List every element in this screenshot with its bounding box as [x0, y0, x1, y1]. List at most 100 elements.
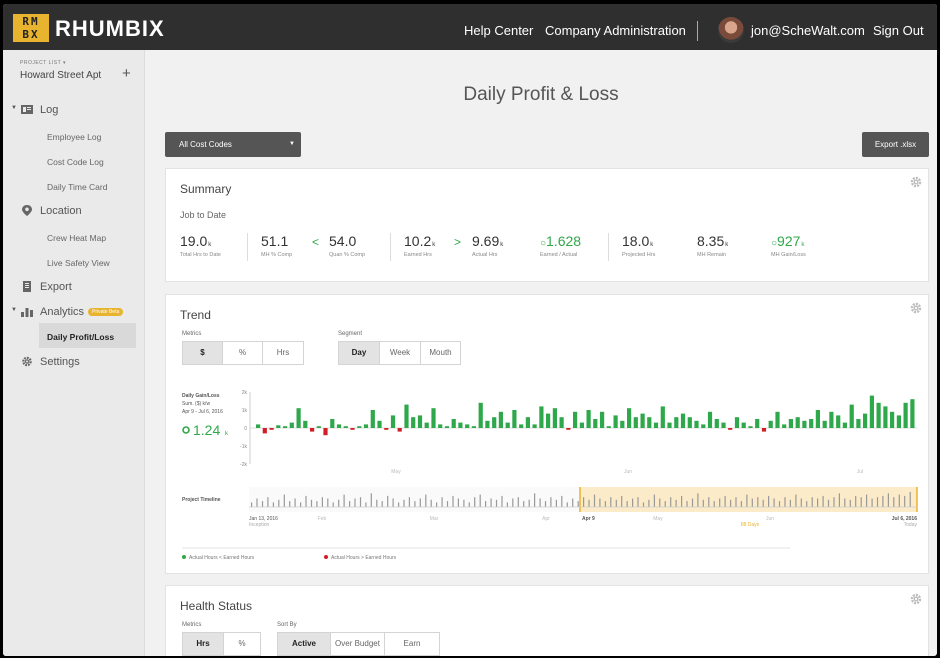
- sidebar-item-daily-profit-loss[interactable]: Daily Profit/Loss: [47, 332, 115, 342]
- gear-icon[interactable]: [910, 302, 922, 314]
- bar: [761, 428, 767, 432]
- timeline-bar: [615, 499, 617, 507]
- sidebar-item-cost-code-log[interactable]: Cost Code Log: [47, 157, 104, 167]
- timeline-bar: [626, 501, 628, 507]
- bar: [519, 424, 524, 428]
- bar: [748, 426, 753, 428]
- health-hrs-toggle[interactable]: Hrs: [182, 632, 224, 656]
- bar: [323, 428, 328, 436]
- segment-mouth-toggle[interactable]: Mouth: [420, 341, 461, 365]
- x-axis-months: May Jun Jul: [391, 469, 863, 475]
- timeline-bar: [648, 499, 650, 507]
- bar: [390, 415, 396, 428]
- metric-dollar-toggle[interactable]: $: [182, 341, 223, 365]
- chart-heading-line: Apr 9 - Jul 6, 2016: [182, 409, 223, 415]
- chart-heading-line: Sum. ($) k/w: [182, 401, 210, 407]
- bar: [262, 428, 267, 434]
- timeline-month-label: Apr: [542, 516, 550, 522]
- timeline-bar: [697, 493, 699, 507]
- bar: [370, 410, 375, 428]
- bar: [863, 413, 868, 428]
- bar: [815, 410, 820, 428]
- nav-divider: [697, 21, 698, 41]
- export-xlsx-button[interactable]: Export .xlsx: [862, 132, 929, 157]
- bar: [788, 419, 793, 428]
- health-percent-toggle[interactable]: %: [223, 632, 261, 656]
- timeline-bar: [610, 497, 612, 507]
- compare-greater-than: >: [454, 235, 462, 249]
- sort-earn-toggle[interactable]: Earn: [384, 632, 440, 656]
- sort-over-budget-toggle[interactable]: Over Budget: [330, 632, 385, 656]
- bar: [613, 415, 618, 428]
- sidebar-item-location[interactable]: Location: [3, 201, 145, 223]
- company-admin-link[interactable]: Company Administration: [545, 23, 686, 38]
- timeline-bar: [659, 498, 661, 507]
- bar: [674, 417, 679, 428]
- sidebar-item-export[interactable]: Export: [3, 277, 145, 299]
- add-project-button[interactable]: +: [122, 65, 131, 82]
- bar: [411, 417, 416, 428]
- legend-gain-label: Actual Hours < Earned Hours: [189, 555, 255, 561]
- timeline-month-label: May: [653, 516, 663, 522]
- segment-week-toggle[interactable]: Week: [379, 341, 421, 365]
- bar: [438, 424, 443, 428]
- timeline-start-date: Jan 13, 2016: [249, 516, 278, 522]
- sidebar-item-daily-time-card[interactable]: Daily Time Card: [47, 182, 108, 192]
- avatar[interactable]: [718, 17, 744, 43]
- timeline-bar: [653, 494, 655, 507]
- legend-loss-label: Actual Hours > Earned Hours: [331, 555, 397, 561]
- sidebar-item-employee-log[interactable]: Employee Log: [47, 132, 102, 142]
- timeline-bar: [343, 494, 345, 507]
- bar: [465, 424, 470, 428]
- timeline-bar: [495, 499, 498, 507]
- range-days-label: 88 Days: [741, 522, 760, 528]
- sort-active-toggle[interactable]: Active: [277, 632, 331, 656]
- sidebar-item-label: Log: [40, 104, 59, 116]
- timeline-bar: [485, 501, 487, 507]
- gear-icon[interactable]: [910, 593, 922, 605]
- bar: [532, 424, 537, 428]
- bar: [802, 420, 807, 428]
- metric-hrs-toggle[interactable]: Hrs: [262, 341, 304, 365]
- sidebar-item-log[interactable]: ▼ Log: [3, 100, 145, 122]
- bar: [343, 426, 348, 428]
- bar: [579, 422, 584, 428]
- timeline-bar: [811, 497, 813, 507]
- timeline-bar: [833, 497, 835, 507]
- bar: [890, 411, 895, 428]
- sidebar-item-crew-heat-map[interactable]: Crew Heat Map: [47, 233, 107, 243]
- bar: [667, 422, 672, 428]
- timeline-bar: [708, 497, 710, 507]
- metric-mh-gain-loss: ○927k MH Gain/Loss: [771, 233, 806, 258]
- timeline-bar: [359, 497, 362, 507]
- sidebar-item-settings[interactable]: Settings: [3, 352, 145, 374]
- bar: [728, 428, 733, 430]
- bar: [593, 419, 598, 428]
- ratio-circle-icon: ○: [540, 238, 547, 249]
- gear-icon[interactable]: [910, 176, 922, 188]
- segment-day-toggle[interactable]: Day: [338, 341, 380, 365]
- bar: [431, 408, 436, 428]
- timeline-bar: [387, 495, 389, 507]
- bar: [256, 424, 261, 428]
- sidebar-item-analytics[interactable]: ▼ Analytics Private Beta: [3, 302, 145, 324]
- sign-out-link[interactable]: Sign Out: [873, 23, 924, 38]
- bar: [849, 404, 854, 428]
- timeline-bar: [691, 498, 694, 507]
- timeline-bar: [349, 501, 351, 507]
- timeline-bar: [893, 497, 895, 507]
- chart-heading: Daily Gain/Loss Sum. ($) k/w Apr 9 - Jul…: [182, 393, 229, 438]
- bar: [842, 422, 847, 428]
- metric-divider: [608, 233, 609, 261]
- user-email-link[interactable]: jon@ScheWalt.com: [751, 23, 865, 38]
- cost-code-select-value: All Cost Codes: [179, 140, 232, 149]
- bar: [471, 426, 476, 428]
- sidebar-item-live-safety-view[interactable]: Live Safety View: [47, 258, 110, 268]
- timeline-month-label: Jun: [766, 516, 774, 522]
- help-center-link[interactable]: Help Center: [464, 23, 534, 38]
- chart-heading-line: Daily Gain/Loss: [182, 393, 220, 399]
- project-list-caption[interactable]: PROJECT LIST ▾: [20, 60, 67, 66]
- project-name[interactable]: Howard Street Apt: [20, 70, 102, 81]
- active-item-highlight: [39, 323, 136, 348]
- cost-code-select[interactable]: All Cost Codes ▼: [165, 132, 301, 157]
